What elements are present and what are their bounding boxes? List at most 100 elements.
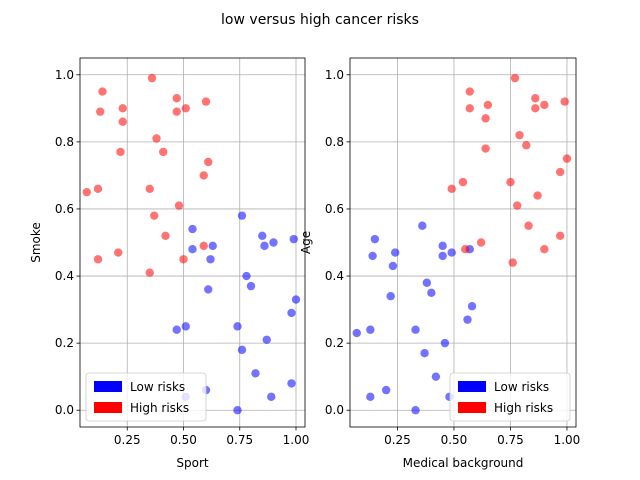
low-risk-point	[237, 211, 247, 220]
low-risk-point	[233, 406, 242, 415]
low-risk-point	[237, 345, 247, 355]
high-risk-point	[481, 114, 490, 123]
high-risk-point	[118, 117, 127, 126]
y-axis-label: Smoke	[29, 222, 43, 263]
low-risk-point	[181, 322, 190, 331]
low-risk-point	[242, 271, 251, 281]
high-risk-point	[515, 130, 524, 140]
low-risk-point	[427, 288, 436, 298]
low-risk-point	[418, 221, 427, 230]
high-risk-point	[147, 73, 157, 83]
low-risk-point	[208, 241, 217, 251]
high-risk-point	[118, 104, 127, 113]
high-risk-point	[560, 97, 569, 106]
high-risk-point	[204, 157, 213, 167]
high-risk-point	[524, 221, 533, 230]
high-risk-point	[179, 255, 188, 264]
y-tick-label: 0.6	[325, 202, 344, 216]
low-risk-point	[422, 278, 432, 287]
low-risk-point	[431, 372, 441, 381]
x-tick-label: 0.50	[441, 433, 468, 447]
high-risk-point	[199, 241, 208, 251]
x-tick-label: 1.00	[283, 433, 310, 447]
low-risk-point	[366, 325, 375, 334]
low-risk-point	[366, 392, 375, 402]
low-risk-point	[467, 302, 477, 311]
legend: Low risks High risks	[85, 372, 207, 422]
low-risk-point	[251, 369, 260, 378]
high-risk-point	[199, 171, 208, 180]
legend-swatch	[94, 402, 122, 413]
x-tick-label: 0.75	[226, 433, 253, 447]
x-axis-label: Medical background	[403, 456, 524, 470]
low-risk-point	[388, 261, 398, 271]
low-risk-point	[267, 392, 276, 402]
low-risk-point	[204, 285, 213, 294]
high-risk-point	[531, 94, 540, 103]
high-risk-point	[540, 245, 549, 254]
high-risk-point	[152, 134, 161, 143]
y-axis-label: Age	[299, 231, 313, 254]
x-tick-label: 0.25	[114, 433, 141, 447]
low-risk-point	[260, 241, 269, 251]
high-risk-point	[510, 73, 520, 83]
low-risk-point	[258, 231, 267, 240]
legend-label: Low risks	[130, 380, 185, 394]
low-risk-point	[386, 291, 395, 301]
high-risk-point	[508, 258, 517, 267]
low-risk-point	[438, 241, 447, 251]
high-risk-point	[172, 94, 181, 103]
high-risk-point	[447, 184, 456, 194]
y-tick-label: 0.8	[325, 135, 344, 149]
high-risk-point	[145, 184, 154, 194]
figure-title: low versus high cancer risks	[221, 12, 419, 28]
x-tick-label: 1.00	[554, 433, 581, 447]
high-risk-point	[461, 245, 470, 254]
low-risk-point	[188, 245, 197, 254]
high-risk-point	[540, 100, 549, 110]
high-risk-point	[506, 177, 515, 187]
y-tick-label: 0.2	[325, 336, 344, 350]
low-risk-point	[188, 224, 197, 234]
low-risk-point	[172, 325, 181, 334]
high-risk-point	[181, 104, 190, 113]
legend-label: High risks	[494, 401, 553, 415]
low-risk-point	[269, 238, 278, 247]
high-risk-point	[522, 141, 531, 150]
y-tick-label: 0.2	[55, 336, 74, 350]
y-tick-label: 0.4	[55, 269, 74, 283]
low-risk-point	[287, 308, 296, 318]
y-tick-label: 0.8	[55, 135, 74, 149]
low-risk-point	[262, 335, 271, 344]
low-risk-point	[420, 349, 429, 358]
high-risk-point	[513, 201, 522, 210]
x-axis-label: Sport	[176, 456, 209, 470]
low-risk-point	[447, 248, 456, 257]
y-tick-label: 0.0	[55, 403, 74, 417]
high-risk-point	[201, 97, 211, 106]
high-risk-point	[114, 248, 123, 257]
low-risk-point	[411, 406, 420, 415]
y-tick-label: 1.0	[325, 68, 344, 82]
legend-label: Low risks	[494, 380, 549, 394]
high-risk-point	[533, 191, 542, 200]
low-risk-point	[291, 295, 301, 304]
axes-frame	[349, 57, 577, 428]
legend-swatch	[458, 402, 486, 413]
high-risk-point	[174, 201, 184, 210]
high-risk-point	[476, 238, 486, 247]
high-risk-point	[161, 231, 170, 240]
axes-frame	[79, 57, 306, 428]
low-risk-point	[233, 322, 242, 331]
x-tick-label: 0.25	[384, 433, 411, 447]
high-risk-point	[562, 154, 572, 163]
legend-swatch	[94, 381, 122, 392]
low-risk-point	[246, 281, 256, 291]
low-risk-point	[287, 379, 296, 388]
high-risk-point	[465, 87, 474, 96]
high-risk-point	[96, 107, 105, 116]
right-scatter-panel: 0.25 0.50 0.75 1.00 0.0 0.2 0.4 0.6 0.8 1.0 Medica…	[299, 57, 581, 470]
legend-swatch	[458, 381, 486, 392]
low-risk-point	[206, 255, 215, 264]
